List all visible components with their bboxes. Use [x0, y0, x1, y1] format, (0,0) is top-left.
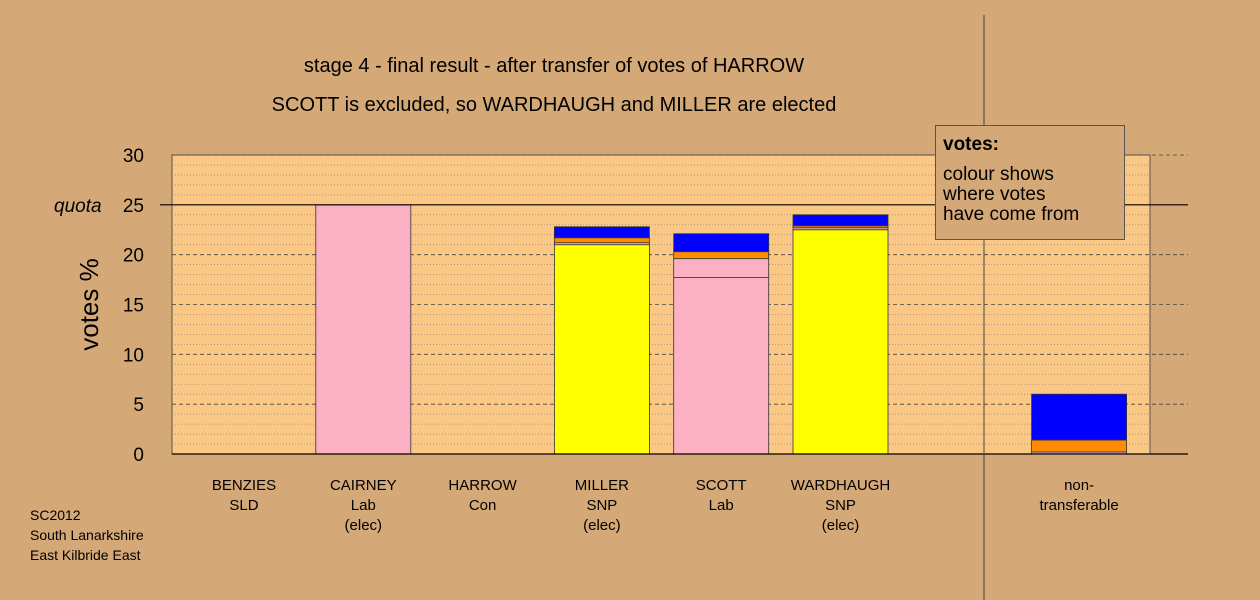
source-line: SC2012	[30, 507, 81, 523]
x-category-label: SNP	[586, 497, 617, 514]
x-category-label: WARDHAUGH	[791, 477, 890, 494]
bar-segment	[554, 244, 650, 455]
bar-segment	[792, 229, 889, 455]
x-category-label: SNP	[825, 497, 856, 514]
bar-segment	[792, 214, 889, 227]
quota-label: quota	[54, 196, 102, 217]
bar-segment	[673, 251, 770, 260]
bar-segment	[673, 258, 770, 278]
y-axis-label: votes %	[74, 258, 104, 351]
y-tick-label: 20	[123, 246, 144, 267]
bar-segment	[315, 204, 412, 455]
y-tick-label: 10	[123, 345, 144, 366]
x-category-label: transferable	[1039, 497, 1118, 514]
x-category-label: MILLER	[575, 477, 629, 494]
x-category-label: SCOTT	[696, 477, 747, 494]
bar-segment	[1031, 393, 1127, 441]
legend-line: have come from	[943, 204, 1080, 225]
x-category-label: (elec)	[583, 517, 621, 534]
legend-text: colour shows where votes have come from	[943, 165, 1117, 225]
x-category-label: Lab	[351, 497, 376, 514]
x-category-label: HARROW	[448, 477, 517, 494]
y-tick-label: 15	[123, 296, 144, 317]
x-category-label: (elec)	[822, 517, 860, 534]
source-line: East Kilbride East	[30, 547, 141, 563]
x-category-label: SLD	[229, 497, 258, 514]
y-tick-label: 0	[133, 445, 144, 466]
chart-subtitle: SCOTT is excluded, so WARDHAUGH and MILL…	[271, 94, 837, 116]
x-category-label: Lab	[709, 497, 734, 514]
bar-segment	[554, 226, 650, 239]
x-category-label: BENZIES	[212, 477, 276, 494]
y-tick-label: 30	[123, 146, 144, 167]
bar-segment	[673, 233, 770, 253]
bar-segment	[1031, 439, 1127, 453]
bar-segment	[673, 277, 770, 455]
x-category-label: CAIRNEY	[330, 477, 397, 494]
x-category-label: non-	[1064, 477, 1094, 494]
x-category-label: Con	[469, 497, 497, 514]
y-tick-label: 5	[133, 395, 144, 416]
legend-line: colour shows	[943, 164, 1054, 185]
legend-line: where votes	[943, 184, 1046, 205]
legend-title: votes:	[943, 134, 999, 155]
source-line: South Lanarkshire	[30, 527, 144, 543]
chart-title: stage 4 - final result - after transfer …	[303, 55, 805, 77]
source-note: SC2012 South Lanarkshire East Kilbride E…	[30, 505, 144, 565]
y-tick-label: 25	[123, 196, 144, 217]
legend-box: votes: colour shows where votes have com…	[935, 125, 1125, 240]
x-category-label: (elec)	[345, 517, 383, 534]
bar-segment	[554, 237, 650, 244]
